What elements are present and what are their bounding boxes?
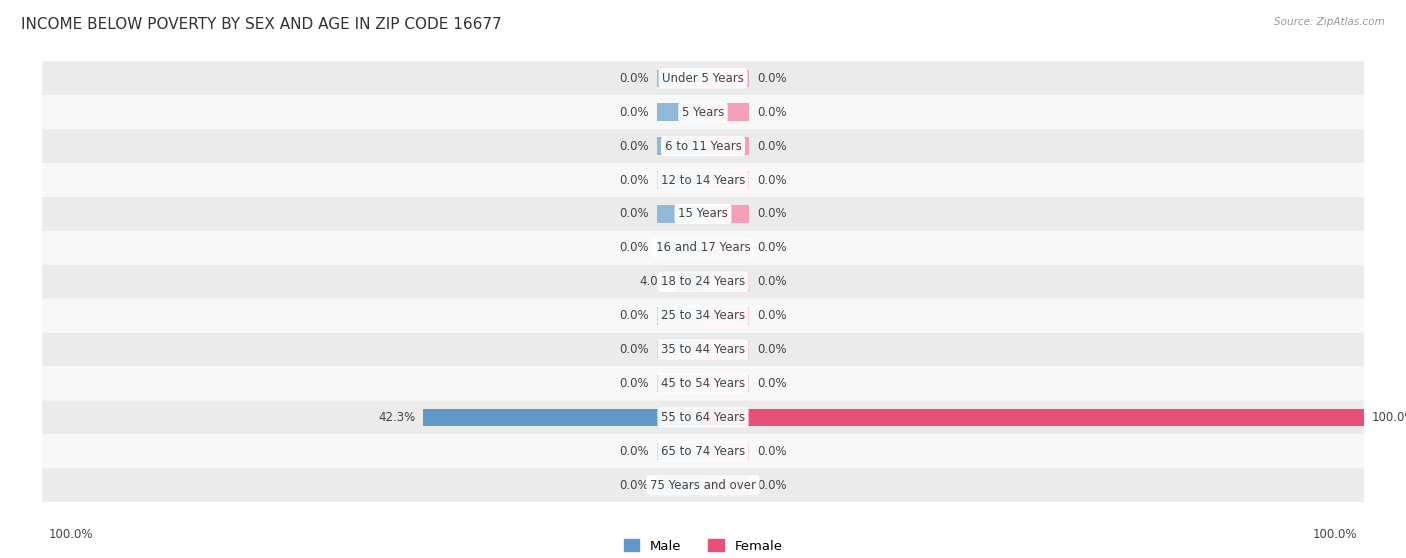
Text: Under 5 Years: Under 5 Years [662,72,744,85]
Text: 18 to 24 Years: 18 to 24 Years [661,275,745,288]
Text: 0.0%: 0.0% [619,377,648,390]
Text: 0.0%: 0.0% [619,174,648,186]
FancyBboxPatch shape [42,163,1364,197]
Bar [657,103,703,121]
Text: 6 to 11 Years: 6 to 11 Years [665,140,741,153]
Text: 100.0%: 100.0% [49,528,93,541]
Text: 5 Years: 5 Years [682,106,724,119]
Text: 0.0%: 0.0% [619,208,648,220]
Bar [703,70,749,87]
Text: 0.0%: 0.0% [619,479,648,492]
Bar [703,103,749,121]
Bar [657,137,703,155]
Text: 45 to 54 Years: 45 to 54 Years [661,377,745,390]
FancyBboxPatch shape [42,231,1364,265]
Text: 75 Years and over: 75 Years and over [650,479,756,492]
FancyBboxPatch shape [42,265,1364,299]
Text: 0.0%: 0.0% [619,72,648,85]
Text: 0.0%: 0.0% [758,275,787,288]
Text: 0.0%: 0.0% [758,343,787,356]
Bar [703,408,1364,426]
Text: INCOME BELOW POVERTY BY SEX AND AGE IN ZIP CODE 16677: INCOME BELOW POVERTY BY SEX AND AGE IN Z… [21,17,502,32]
Text: 15 Years: 15 Years [678,208,728,220]
Bar [703,171,749,189]
Bar [657,307,703,325]
Text: 35 to 44 Years: 35 to 44 Years [661,343,745,356]
Text: 100.0%: 100.0% [1372,411,1406,424]
Bar [657,442,703,460]
FancyBboxPatch shape [42,333,1364,367]
Text: 16 and 17 Years: 16 and 17 Years [655,242,751,254]
Text: 0.0%: 0.0% [619,242,648,254]
Text: 100.0%: 100.0% [1313,528,1357,541]
Bar [703,307,749,325]
Text: 0.0%: 0.0% [758,479,787,492]
Text: 0.0%: 0.0% [758,208,787,220]
Bar [703,375,749,392]
FancyBboxPatch shape [42,367,1364,401]
Text: 65 to 74 Years: 65 to 74 Years [661,445,745,458]
Bar [676,273,703,291]
Text: 0.0%: 0.0% [758,309,787,322]
FancyBboxPatch shape [42,401,1364,434]
FancyBboxPatch shape [42,61,1364,95]
Text: 0.0%: 0.0% [758,174,787,186]
Bar [657,477,703,494]
Bar [657,375,703,392]
Bar [703,205,749,223]
Bar [703,273,749,291]
Text: 4.0%: 4.0% [638,275,669,288]
Bar [703,239,749,257]
Bar [657,239,703,257]
Text: 0.0%: 0.0% [758,242,787,254]
Text: 0.0%: 0.0% [758,72,787,85]
Text: 25 to 34 Years: 25 to 34 Years [661,309,745,322]
FancyBboxPatch shape [42,299,1364,333]
Bar [423,408,703,426]
Text: 0.0%: 0.0% [619,309,648,322]
FancyBboxPatch shape [42,468,1364,502]
Bar [657,70,703,87]
Bar [703,442,749,460]
Text: 0.0%: 0.0% [619,106,648,119]
Text: 0.0%: 0.0% [619,343,648,356]
Bar [657,205,703,223]
Legend: Male, Female: Male, Female [624,540,782,553]
Bar [703,477,749,494]
Bar [703,341,749,358]
Text: 0.0%: 0.0% [758,140,787,153]
Text: 0.0%: 0.0% [619,140,648,153]
Bar [703,137,749,155]
Text: Source: ZipAtlas.com: Source: ZipAtlas.com [1274,17,1385,27]
FancyBboxPatch shape [42,434,1364,468]
Bar [657,171,703,189]
Text: 55 to 64 Years: 55 to 64 Years [661,411,745,424]
Text: 0.0%: 0.0% [619,445,648,458]
FancyBboxPatch shape [42,197,1364,231]
Text: 42.3%: 42.3% [378,411,416,424]
FancyBboxPatch shape [42,129,1364,163]
Text: 0.0%: 0.0% [758,106,787,119]
FancyBboxPatch shape [42,95,1364,129]
Bar [657,341,703,358]
Text: 0.0%: 0.0% [758,445,787,458]
Text: 12 to 14 Years: 12 to 14 Years [661,174,745,186]
Text: 0.0%: 0.0% [758,377,787,390]
